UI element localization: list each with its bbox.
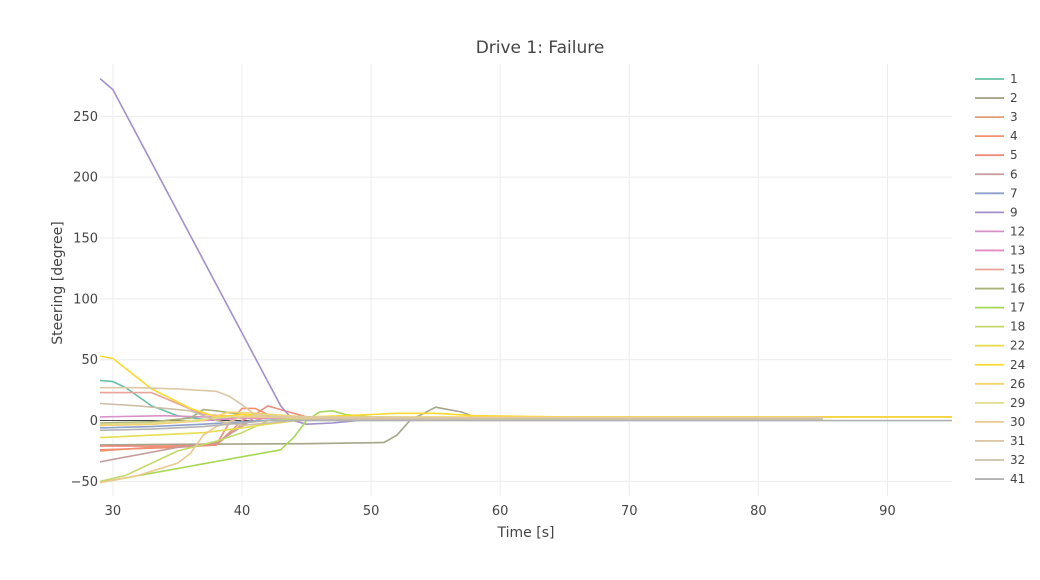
legend-label: 15 <box>1010 263 1025 277</box>
series-line-24 <box>100 355 952 418</box>
legend-label: 2 <box>1010 91 1018 105</box>
legend-item-4[interactable]: 4 <box>975 129 1018 143</box>
legend-item-41[interactable]: 41 <box>975 472 1025 486</box>
legend-item-22[interactable]: 22 <box>975 339 1025 353</box>
legend-item-9[interactable]: 9 <box>975 205 1018 219</box>
legend-item-16[interactable]: 16 <box>975 282 1025 296</box>
series-line-18 <box>100 417 823 483</box>
y-tick-label: 200 <box>73 171 98 186</box>
legend-label: 29 <box>1010 396 1025 410</box>
x-tick-label: 70 <box>621 504 638 519</box>
legend-label: 13 <box>1010 243 1025 257</box>
legend-item-1[interactable]: 1 <box>975 72 1018 86</box>
x-axis-label: Time [s] <box>497 525 555 541</box>
y-tick-label: 50 <box>81 353 98 368</box>
legend-item-32[interactable]: 32 <box>975 453 1025 467</box>
legend-item-30[interactable]: 30 <box>975 415 1025 429</box>
x-tick-label: 30 <box>105 504 122 519</box>
legend-label: 30 <box>1010 415 1025 429</box>
y-tick-label: 250 <box>73 110 98 125</box>
legend-label: 16 <box>1010 282 1025 296</box>
legend-label: 12 <box>1010 224 1025 238</box>
legend-item-6[interactable]: 6 <box>975 167 1018 181</box>
legend-label: 22 <box>1010 339 1025 353</box>
y-tick-label: 150 <box>73 232 98 247</box>
x-tick-label: 50 <box>363 504 380 519</box>
series-line-41 <box>100 419 952 432</box>
legend-label: 6 <box>1010 167 1018 181</box>
legend-label: 26 <box>1010 377 1025 391</box>
series-line-22 <box>100 418 823 439</box>
plot-area <box>100 77 952 484</box>
legend-label: 32 <box>1010 453 1025 467</box>
x-tick-label: 90 <box>879 504 896 519</box>
legend-label: 1 <box>1010 72 1018 86</box>
legend-label: 4 <box>1010 129 1018 143</box>
legend-item-24[interactable]: 24 <box>975 358 1025 372</box>
series-line-32 <box>100 402 823 427</box>
legend-item-18[interactable]: 18 <box>975 320 1025 334</box>
grid-lines <box>100 64 952 496</box>
tick-labels: 30 40 50 60 70 80 90 −50 0 50 100 150 200 250 <box>71 110 896 519</box>
series-line-17 <box>100 410 823 484</box>
legend-label: 7 <box>1010 186 1018 200</box>
y-tick-label: 100 <box>73 292 98 307</box>
legend-item-5[interactable]: 5 <box>975 148 1018 162</box>
legend-item-26[interactable]: 26 <box>975 377 1025 391</box>
legend-label: 24 <box>1010 358 1025 372</box>
legend-item-12[interactable]: 12 <box>975 224 1025 238</box>
series-line-9 <box>100 77 823 425</box>
x-tick-label: 60 <box>492 504 509 519</box>
y-tick-label: −50 <box>71 475 98 490</box>
legend-item-15[interactable]: 15 <box>975 263 1025 277</box>
series-line-31 <box>100 386 823 419</box>
legend-label: 41 <box>1010 472 1025 486</box>
legend-label: 3 <box>1010 110 1018 124</box>
series-line-26 <box>100 411 823 427</box>
legend-label: 17 <box>1010 301 1025 315</box>
legend-label: 18 <box>1010 320 1025 334</box>
y-tick-label: 0 <box>90 414 98 429</box>
series-line-1 <box>100 379 823 421</box>
legend-item-3[interactable]: 3 <box>975 110 1018 124</box>
legend-item-29[interactable]: 29 <box>975 396 1025 410</box>
x-tick-label: 40 <box>234 504 251 519</box>
legend-label: 9 <box>1010 205 1018 219</box>
legend-item-7[interactable]: 7 <box>975 186 1018 200</box>
legend-item-31[interactable]: 31 <box>975 434 1025 448</box>
legend-item-17[interactable]: 17 <box>975 301 1025 315</box>
y-axis-label: Steering [degree] <box>50 221 66 344</box>
chart-title: Drive 1: Failure <box>476 38 605 58</box>
legend-label: 31 <box>1010 434 1025 448</box>
x-tick-label: 80 <box>750 504 767 519</box>
legend-item-13[interactable]: 13 <box>975 243 1025 257</box>
legend-item-2[interactable]: 2 <box>975 91 1018 105</box>
legend-label: 5 <box>1010 148 1018 162</box>
